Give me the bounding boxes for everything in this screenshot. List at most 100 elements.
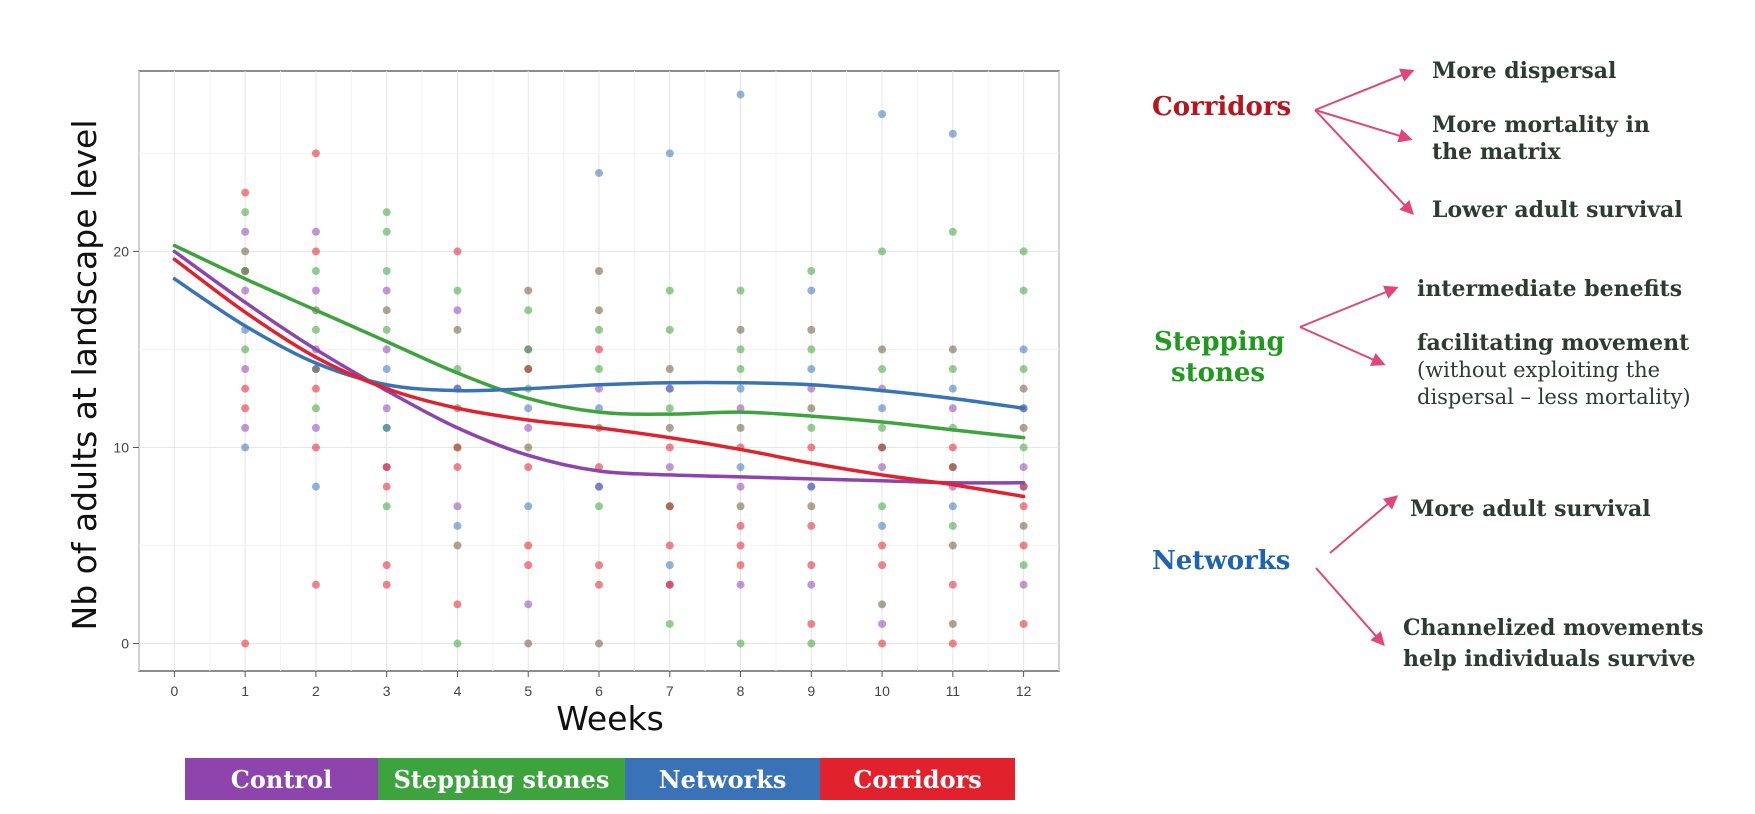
networks-item-help: help individuals survive	[1403, 646, 1696, 672]
scatter-point	[524, 600, 533, 609]
corridors-item-mortality: More mortality in	[1432, 112, 1650, 138]
corridors-item-dispersal: More dispersal	[1432, 58, 1617, 84]
scatter-point	[807, 443, 816, 452]
scatter-point	[311, 423, 320, 432]
scatter-point	[311, 580, 320, 589]
scatter-point	[595, 306, 603, 315]
scatter-point	[524, 541, 533, 550]
scatter-point	[241, 639, 250, 648]
scatter-point	[736, 580, 745, 589]
scatter-point	[948, 443, 957, 452]
scatter-point	[382, 267, 391, 275]
scatter-point	[1019, 423, 1028, 432]
x-axis-title: Weeks	[556, 699, 664, 738]
scatter-point	[736, 325, 745, 334]
scatter-point	[736, 639, 745, 648]
scatter-point	[241, 423, 250, 432]
scatter-point	[311, 267, 320, 275]
scatter-point	[453, 521, 462, 530]
scatter-point	[807, 345, 816, 354]
scatter-point	[948, 345, 957, 354]
scatter-point	[665, 561, 674, 570]
scatter-point	[241, 267, 250, 275]
scatter-point	[807, 423, 816, 432]
scatter-point	[453, 247, 462, 256]
scatter-point	[1019, 521, 1028, 530]
x-tick-label: 2	[312, 683, 320, 699]
scatter-point	[878, 345, 887, 354]
scatter-point	[595, 365, 603, 374]
treatment-legend-bar: Control Stepping stones Networks Corrido…	[185, 758, 1015, 800]
scatter-point	[665, 149, 674, 158]
scatter-point	[524, 463, 533, 472]
scatter-point	[241, 188, 250, 197]
x-tick-label: 3	[383, 683, 391, 699]
scatter-point	[524, 365, 533, 374]
scatter-point	[807, 561, 816, 570]
scatter-point	[1019, 345, 1028, 354]
scatter-point	[948, 227, 957, 236]
scatter-point	[1019, 463, 1028, 472]
stepping-item-benefits: intermediate benefits	[1417, 276, 1683, 302]
scatter-point	[311, 325, 320, 334]
x-tick-label: 12	[1016, 683, 1032, 699]
scatter-point	[382, 306, 391, 315]
scatter-point	[665, 541, 674, 550]
scatter-point	[878, 541, 887, 550]
scatter-point	[595, 502, 603, 511]
scatter-point	[595, 325, 603, 334]
scatter-point	[736, 286, 745, 295]
scatter-point	[453, 541, 462, 550]
scatter-point	[736, 384, 745, 393]
scatter-point	[524, 443, 533, 452]
scatter-point	[453, 286, 462, 295]
scatter-point	[524, 306, 533, 315]
scatter-point	[595, 168, 603, 177]
scatter-point	[453, 443, 462, 452]
scatter-point	[311, 365, 320, 374]
scatter-point	[665, 619, 674, 628]
scatter-point	[524, 639, 533, 648]
y-tick-label: 20	[113, 243, 129, 259]
scatter-point	[807, 482, 816, 491]
scatter-point	[807, 502, 816, 511]
scatter-point	[524, 423, 533, 432]
scatter-point	[878, 404, 887, 413]
scatter-point	[595, 384, 603, 393]
x-tick-label: 0	[170, 683, 178, 699]
scatter-point	[736, 463, 745, 472]
stepping-note-line2: dispersal – less mortality)	[1417, 385, 1691, 409]
scatter-point	[807, 365, 816, 374]
scatter-point	[665, 423, 674, 432]
scatter-point	[736, 502, 745, 511]
scatter-point	[665, 443, 674, 452]
scatter-point	[1019, 502, 1028, 511]
scatter-point	[878, 521, 887, 530]
scatter-point	[665, 365, 674, 374]
scatter-point	[595, 267, 603, 275]
scatter-point	[878, 619, 887, 628]
scatter-point	[1019, 365, 1028, 374]
scatter-point	[453, 325, 462, 334]
scatter-point	[948, 580, 957, 589]
scatter-point	[807, 267, 816, 275]
scatter-point	[878, 247, 887, 256]
scatter-point	[382, 482, 391, 491]
scatter-point	[241, 365, 250, 374]
scatter-point	[878, 110, 887, 119]
scatter-point	[382, 227, 391, 236]
corridors-item-survival: Lower adult survival	[1432, 197, 1683, 223]
y-tick-label: 10	[113, 439, 129, 455]
scatter-point	[382, 404, 391, 413]
scatter-point	[382, 286, 391, 295]
scatter-point	[595, 639, 603, 648]
x-tick-label: 1	[241, 683, 249, 699]
scatter-point	[382, 561, 391, 570]
scatter-point	[382, 325, 391, 334]
scatter-point	[382, 502, 391, 511]
scatter-point	[311, 384, 320, 393]
scatter-point	[241, 227, 250, 236]
scatter-point	[311, 227, 320, 236]
scatter-point	[948, 639, 957, 648]
